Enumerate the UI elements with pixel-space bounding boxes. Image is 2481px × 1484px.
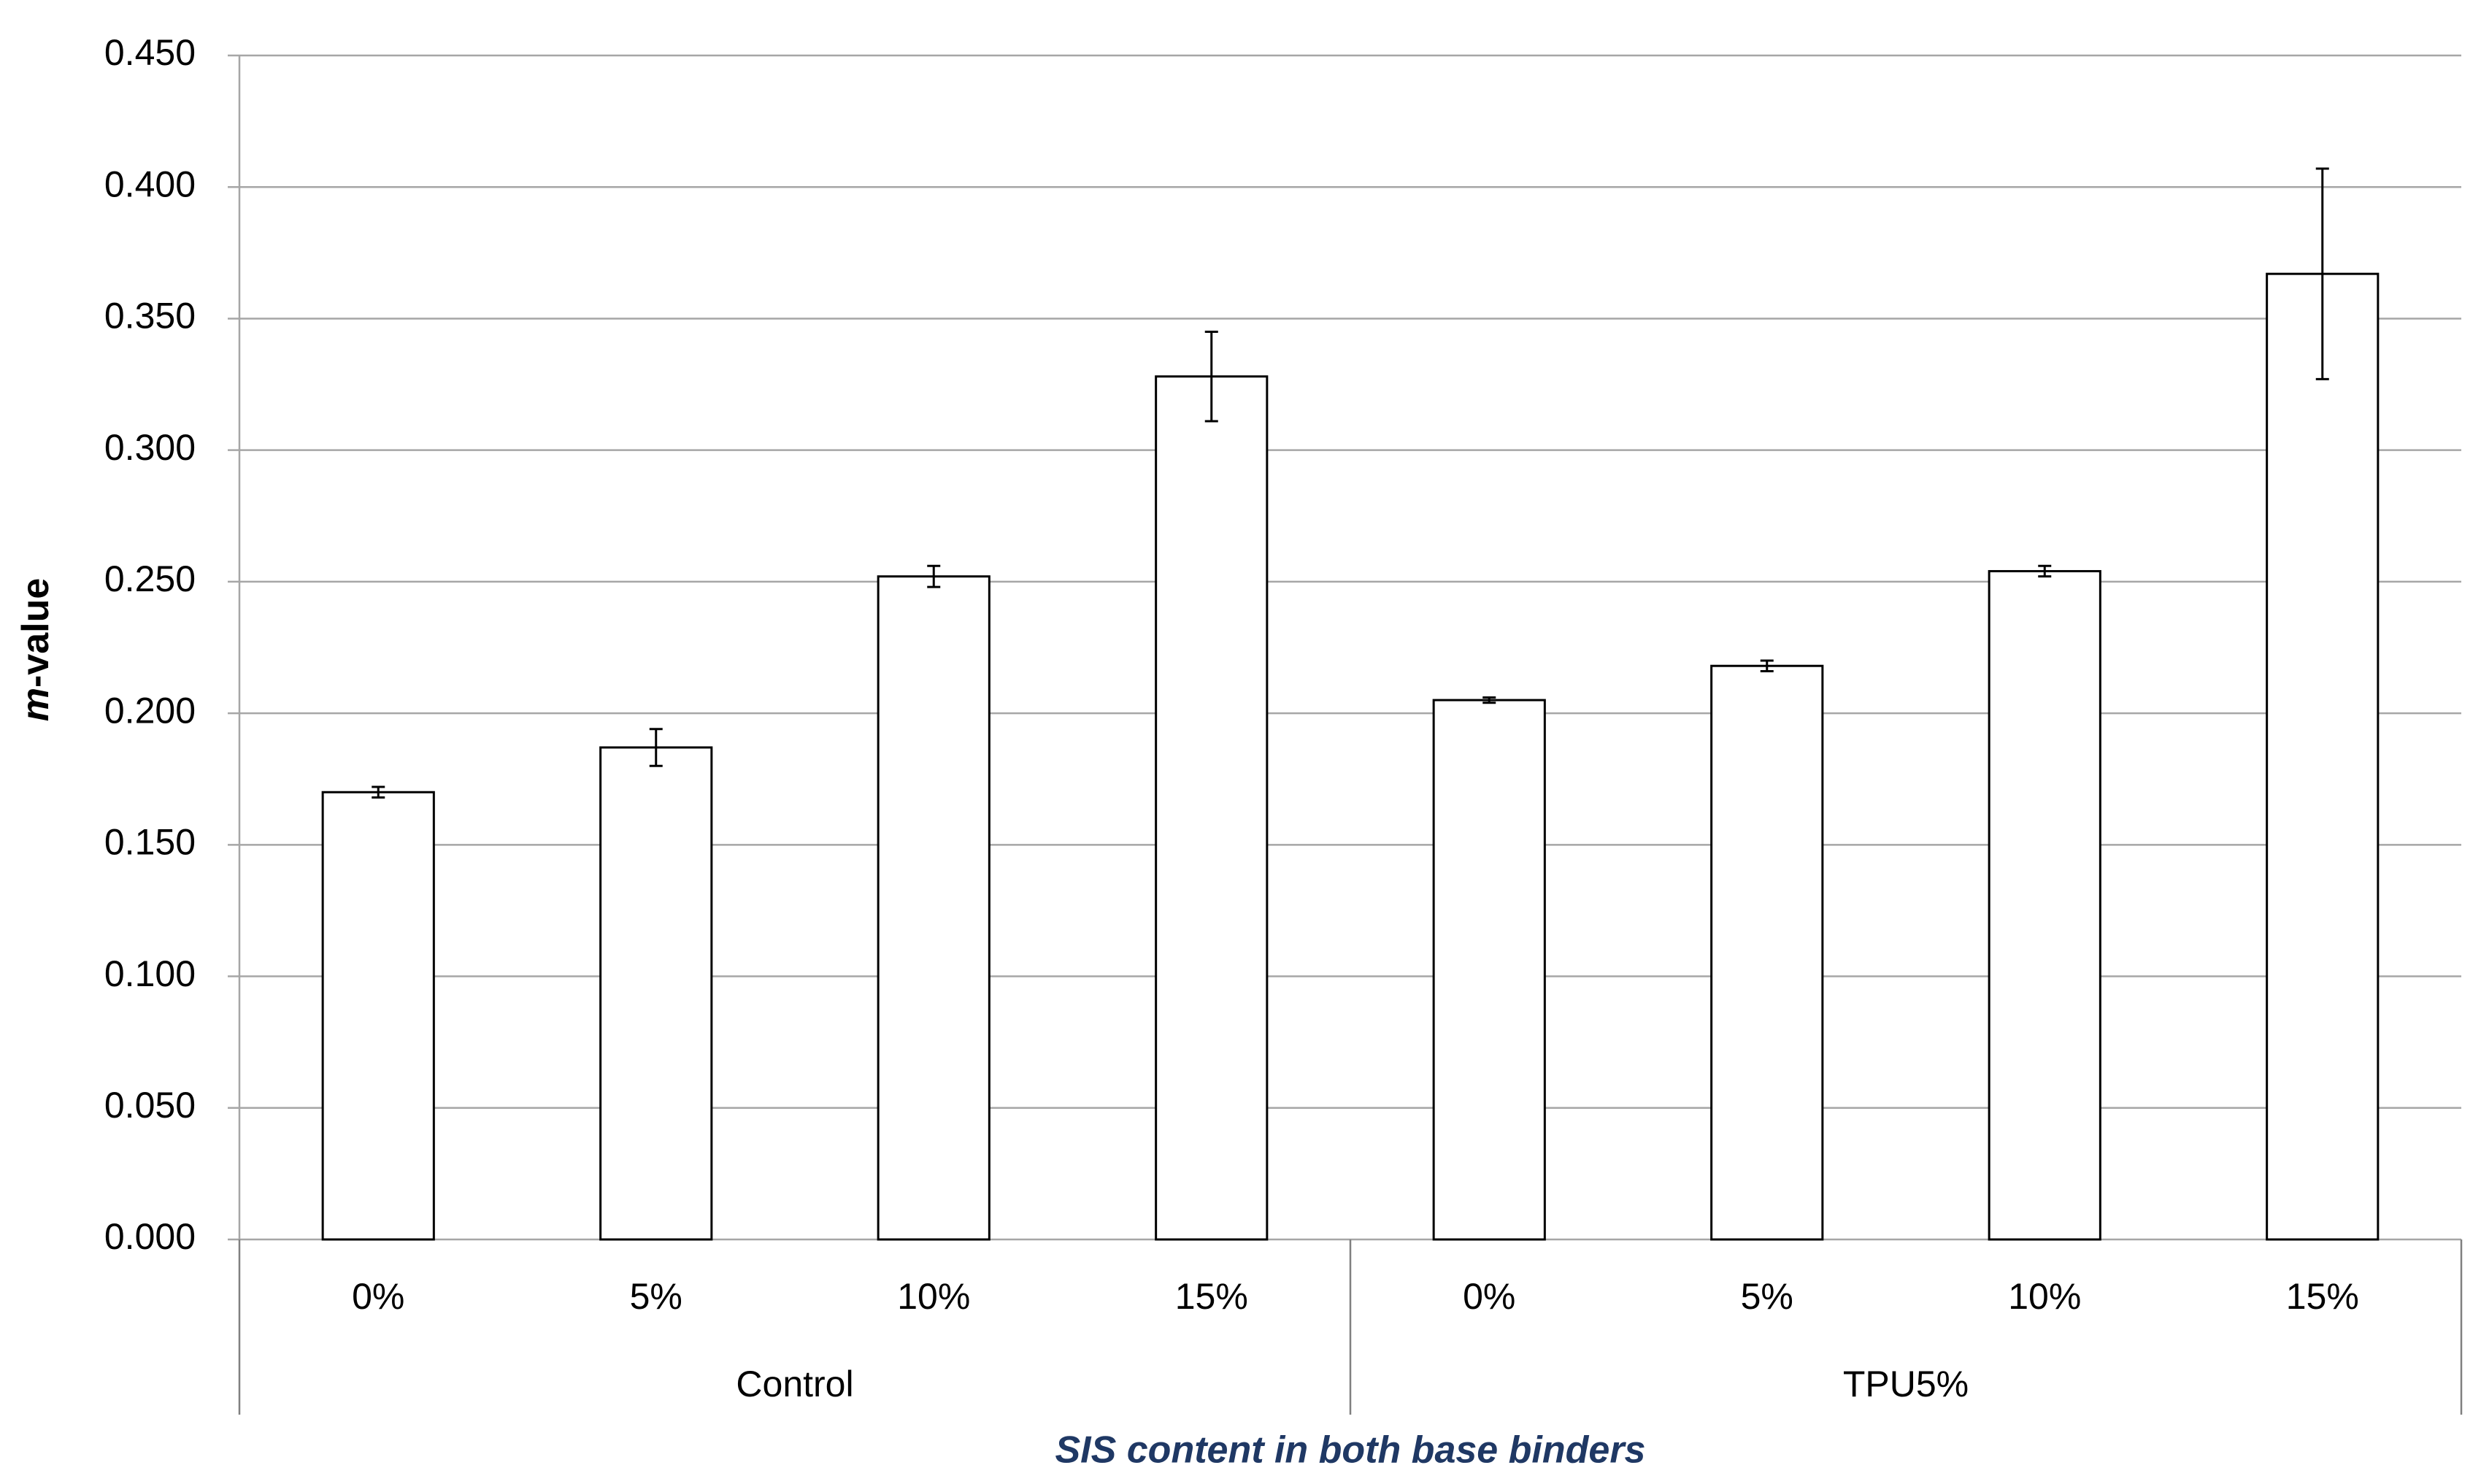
error-bar (2315, 167, 2329, 380)
x-tick-label: 15% (2286, 1276, 2359, 1317)
error-bar (1760, 659, 1774, 672)
error-bar (927, 564, 941, 588)
bar (1432, 699, 1546, 1241)
y-tick-label: 0.000 (104, 1216, 196, 1257)
y-tick-label: 0.350 (104, 296, 196, 337)
x-tick-label: 10% (897, 1276, 970, 1317)
error-bar (649, 728, 663, 767)
x-tick-label: 5% (630, 1276, 682, 1317)
y-tick-label: 0.300 (104, 427, 196, 468)
y-tick-label: 0.250 (104, 558, 196, 599)
bar (877, 575, 991, 1241)
y-tick-label: 0.400 (104, 164, 196, 204)
bar (1988, 569, 2101, 1241)
y-tick-label: 0.100 (104, 953, 196, 994)
error-bar (1204, 330, 1218, 423)
bar (1155, 375, 1269, 1241)
bar (599, 746, 713, 1241)
error-bar (372, 785, 385, 799)
y-tick-label: 0.150 (104, 822, 196, 863)
bar (321, 791, 435, 1241)
x-axis-label: SIS content in both base binders (1055, 1429, 1646, 1472)
x-tick-label: 15% (1175, 1276, 1248, 1317)
group-label: TPU5% (1843, 1364, 1969, 1404)
error-bar (1482, 696, 1496, 704)
x-tick-label: 0% (1463, 1276, 1515, 1317)
group-label: Control (736, 1364, 853, 1404)
bar (1710, 664, 1824, 1241)
x-tick-label: 10% (2008, 1276, 2081, 1317)
bar (2266, 272, 2380, 1241)
x-tick-label: 0% (352, 1276, 404, 1317)
y-axis-label: m-value (15, 578, 57, 722)
y-tick-label: 0.050 (104, 1085, 196, 1126)
error-bar (2038, 564, 2052, 578)
y-tick-label: 0.450 (104, 32, 196, 73)
x-tick-label: 5% (1741, 1276, 1793, 1317)
y-tick-label: 0.200 (104, 690, 196, 731)
